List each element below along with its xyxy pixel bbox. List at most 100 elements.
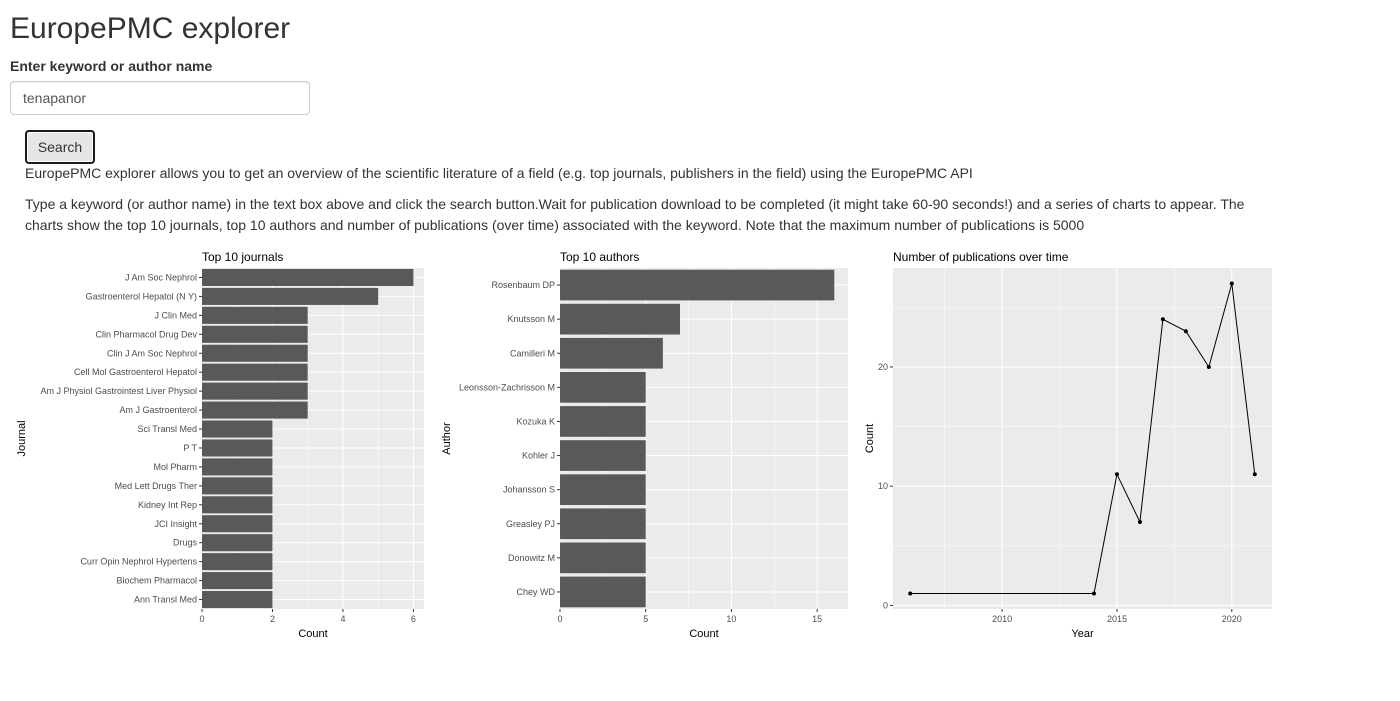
time-point xyxy=(1229,281,1234,286)
top-journals-chart-svg: 0 2 4 6 J Am Soc Nephrol Gastroenterol Hepato… xyxy=(16,250,424,640)
authors-category-label: Rosenbaum DP xyxy=(491,280,555,290)
journals-x-tick-label: 0 xyxy=(199,614,204,624)
journals-bar xyxy=(202,401,308,419)
journals-bar xyxy=(202,591,273,609)
time-y-tick-label: 20 xyxy=(878,362,888,372)
journals-bar xyxy=(202,439,273,457)
time-x-tick-label: 2010 xyxy=(992,614,1012,624)
authors-bar xyxy=(560,337,663,369)
journals-x-tick-label: 2 xyxy=(270,614,275,624)
intro-text: EuropePMC explorer allows you to get an … xyxy=(25,165,973,181)
top-authors-chart: 0 5 10 15 Rosenbaum DP Knutsson M Camilleri M L… xyxy=(440,240,860,650)
journals-category-label: Med Lett Drugs Ther xyxy=(115,481,197,491)
journals-bar xyxy=(202,458,273,476)
time-point xyxy=(1114,472,1119,477)
authors-x-tick-label: 15 xyxy=(812,614,822,624)
journals-category-label: P T xyxy=(183,443,197,453)
time-point xyxy=(1091,591,1096,596)
journals-category-label: Biochem Pharmacol xyxy=(116,576,197,586)
journals-category-label: JCI Insight xyxy=(154,519,197,529)
time-panel xyxy=(893,268,1272,609)
journals-category-label: Gastroenterol Hepatol (N Y) xyxy=(86,291,197,301)
authors-category-label: Camilleri M xyxy=(510,348,555,358)
authors-category-label: Leonsson-Zachrisson M xyxy=(459,382,555,392)
journals-category-label: Am J Gastroenterol xyxy=(119,405,197,415)
time-point xyxy=(1206,364,1211,369)
authors-category-label: Johansson S xyxy=(503,485,555,495)
page-title: EuropePMC explorer xyxy=(10,12,291,45)
time-y-tick-label: 0 xyxy=(883,600,888,610)
journals-category-label: Mol Pharm xyxy=(153,462,197,472)
authors-category-label: Greasley PJ xyxy=(506,519,555,529)
time-point xyxy=(1137,519,1142,524)
authors-category-label: Kozuka K xyxy=(516,416,555,426)
journals-bar xyxy=(202,382,308,400)
authors-bar xyxy=(560,508,646,540)
time-x-tick-label: 2020 xyxy=(1222,614,1242,624)
journals-bar xyxy=(202,572,273,590)
time-y-axis-label: Count xyxy=(864,424,876,453)
authors-x-axis-label: Count xyxy=(689,628,718,640)
authors-category-label: Chey WD xyxy=(516,587,555,597)
authors-bar xyxy=(560,474,646,505)
journals-category-label: Clin J Am Soc Nephrol xyxy=(107,348,197,358)
journals-category-label: J Clin Med xyxy=(154,310,197,320)
publications-over-time-chart: 2010 2015 2020 0 10 20 Number of publications … xyxy=(860,240,1280,650)
journals-bar xyxy=(202,344,308,362)
instructions-text: Type a keyword (or author name) in the t… xyxy=(25,196,1245,233)
authors-bar xyxy=(560,542,646,574)
journals-category-label: Kidney Int Rep xyxy=(138,500,197,510)
journals-x-tick-label: 6 xyxy=(411,614,416,624)
journals-bar xyxy=(202,420,273,438)
authors-bar xyxy=(560,372,646,403)
search-input[interactable] xyxy=(10,81,310,115)
journals-bar xyxy=(202,363,308,381)
time-point xyxy=(1252,472,1257,477)
authors-category-label: Knutsson M xyxy=(507,314,555,324)
top-authors-chart-svg: 0 5 10 15 Rosenbaum DP Knutsson M Camilleri M L… xyxy=(441,250,848,640)
time-x-axis-label: Year xyxy=(1071,628,1094,640)
journals-category-label: Am J Physiol Gastrointest Liver Physiol xyxy=(40,386,197,396)
authors-category-label: Kohler J xyxy=(522,451,555,461)
journals-bar xyxy=(202,287,379,305)
authors-bar xyxy=(560,269,835,301)
journals-title: Top 10 journals xyxy=(202,250,283,264)
authors-title: Top 10 authors xyxy=(560,250,639,264)
journals-bar xyxy=(202,268,414,286)
time-point xyxy=(1183,329,1188,334)
journals-category-label: Ann Transl Med xyxy=(134,595,197,605)
journals-category-label: Curr Opin Nephrol Hypertens xyxy=(80,557,197,567)
authors-x-tick-label: 5 xyxy=(643,614,648,624)
time-point xyxy=(1160,317,1165,322)
authors-bar xyxy=(560,406,646,437)
journals-category-label: Drugs xyxy=(173,538,198,548)
journals-bar xyxy=(202,515,273,533)
authors-bar xyxy=(560,440,646,471)
journals-category-label: Clin Pharmacol Drug Dev xyxy=(95,329,197,339)
authors-bar xyxy=(560,576,646,608)
authors-category-label: Donowitz M xyxy=(508,553,555,563)
time-point xyxy=(908,591,913,596)
journals-x-tick-label: 4 xyxy=(340,614,345,624)
time-y-tick-label: 10 xyxy=(878,481,888,491)
time-x-tick-label: 2015 xyxy=(1107,614,1127,624)
publications-over-time-chart-svg: 2010 2015 2020 0 10 20 Number of publications … xyxy=(864,250,1272,640)
authors-x-tick-label: 10 xyxy=(726,614,736,624)
journals-bar xyxy=(202,534,273,552)
journals-category-label: Cell Mol Gastroenterol Hepatol xyxy=(74,367,197,377)
journals-bar xyxy=(202,477,273,495)
journals-y-axis-label: Journal xyxy=(16,420,28,456)
search-button[interactable]: Search xyxy=(25,130,95,164)
journals-bar xyxy=(202,325,308,343)
journals-x-axis-label: Count xyxy=(298,628,327,640)
top-journals-chart: 0 2 4 6 J Am Soc Nephrol Gastroenterol Hepato… xyxy=(0,240,440,650)
time-title: Number of publications over time xyxy=(893,250,1069,264)
authors-bar xyxy=(560,303,680,335)
authors-x-tick-label: 0 xyxy=(557,614,562,624)
journals-category-label: Sci Transl Med xyxy=(137,424,197,434)
authors-y-axis-label: Author xyxy=(441,422,453,455)
search-input-label: Enter keyword or author name xyxy=(10,58,213,74)
journals-bar xyxy=(202,496,273,514)
journals-panel xyxy=(202,268,424,609)
journals-bar xyxy=(202,553,273,571)
